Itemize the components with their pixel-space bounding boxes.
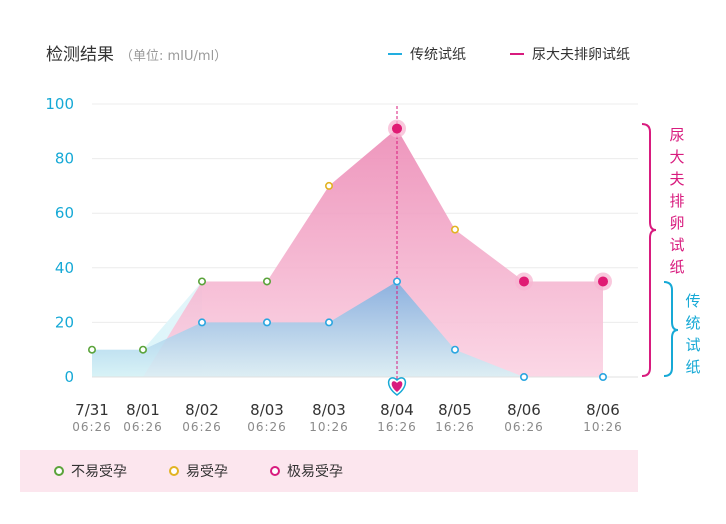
side-ovulation-text-char: 排	[669, 192, 685, 210]
side-ovulation-text-char: 卵	[669, 214, 685, 232]
fertility-dot-high	[270, 466, 280, 476]
side-traditional-text-char: 统	[685, 314, 701, 332]
side-traditional-text-char: 纸	[685, 358, 701, 376]
fertility-legend-low: 不易受孕	[54, 461, 127, 481]
x-tick-time: 06:26	[504, 420, 544, 434]
x-tick-date: 8/05	[438, 401, 472, 419]
side-ovulation-text-char: 尿	[669, 126, 685, 144]
legend-label-traditional: 传统试纸	[410, 47, 466, 63]
fertility-legend-medium: 易受孕	[169, 461, 228, 481]
legend-swatch-traditional	[388, 53, 402, 55]
side-traditional-text-char: 传	[685, 292, 701, 310]
data-point-ovulation	[324, 181, 333, 190]
x-tick-date: 8/02	[185, 401, 219, 419]
x-tick-date: 8/06	[586, 401, 620, 419]
x-tick-time: 06:26	[247, 420, 287, 434]
data-point-ovulation	[519, 276, 529, 287]
fertility-label-high: 极易受孕	[287, 464, 343, 480]
peak-marker	[387, 106, 407, 396]
bracket-traditional	[663, 281, 679, 377]
y-tick-label: 100	[45, 95, 74, 113]
legend-swatch-ovulation	[510, 53, 524, 55]
fertility-legend-high: 极易受孕	[270, 461, 343, 481]
data-point-traditional	[139, 345, 148, 354]
data-point-traditional	[198, 318, 207, 327]
x-tick-date: 8/04	[380, 401, 414, 419]
data-point-traditional	[88, 345, 97, 354]
side-label-ovulation-text: 尿大夫排卵试纸	[667, 124, 687, 278]
side-ovulation-text-char: 大	[669, 148, 685, 166]
x-tick-time: 06:26	[123, 420, 163, 434]
chart-unit-label: （单位: mIU/ml）	[120, 49, 228, 64]
side-traditional-text-char: 试	[685, 336, 701, 354]
data-point-traditional	[262, 318, 271, 327]
x-tick-date: 8/03	[312, 401, 346, 419]
fertility-dot-low	[54, 466, 64, 476]
x-tick-time: 16:26	[435, 420, 475, 434]
data-point-ovulation	[450, 225, 459, 234]
fertility-legend: 不易受孕 易受孕 极易受孕	[20, 450, 638, 492]
data-point-ovulation	[198, 277, 207, 286]
side-ovulation-text-char: 试	[669, 236, 685, 254]
x-tick-time: 10:26	[583, 420, 623, 434]
y-tick-label: 60	[55, 204, 74, 222]
x-tick-time: 06:26	[182, 420, 222, 434]
legend-label-ovulation: 尿大夫排卵试纸	[532, 47, 630, 63]
fertility-label-low: 不易受孕	[71, 464, 127, 480]
side-label-traditional-text: 传统试纸	[683, 290, 703, 378]
chart-points	[88, 119, 612, 381]
side-ovulation-text-char: 纸	[669, 258, 685, 276]
data-point-ovulation	[392, 123, 402, 134]
area-traditional	[92, 281, 603, 377]
x-tick-time: 06:26	[72, 420, 112, 434]
data-point-traditional	[598, 372, 607, 381]
bracket-ovulation	[641, 123, 657, 377]
x-tick-date: 8/03	[250, 401, 284, 419]
x-tick-date: 7/31	[75, 401, 109, 419]
side-label-ovulation: 尿大夫排卵试纸	[667, 124, 687, 278]
x-axis-labels: 7/3106:268/0106:268/0206:268/0306:268/03…	[72, 401, 623, 434]
y-tick-label: 40	[55, 259, 74, 277]
heart-icon	[391, 381, 403, 392]
x-tick-time: 16:26	[377, 420, 417, 434]
fertility-dot-medium	[169, 466, 179, 476]
fertility-label-medium: 易受孕	[186, 464, 228, 480]
y-axis-labels: 0 20 40 60 80 100	[45, 95, 74, 386]
y-tick-label: 0	[64, 368, 74, 386]
data-point-ovulation	[598, 276, 608, 287]
x-tick-date: 8/06	[507, 401, 541, 419]
chart-title-row: 检测结果 （单位: mIU/ml）	[46, 40, 227, 66]
x-tick-time: 10:26	[309, 420, 349, 434]
chart-areas	[92, 128, 638, 378]
side-brackets	[641, 123, 679, 377]
data-point-traditional	[519, 372, 528, 381]
legend-item-traditional: 传统试纸	[388, 44, 466, 64]
data-point-traditional	[392, 277, 401, 286]
y-tick-label: 80	[55, 150, 74, 168]
x-tick-date: 8/01	[126, 401, 160, 419]
y-tick-label: 20	[55, 313, 74, 331]
chart-title: 检测结果	[46, 45, 114, 65]
data-point-traditional	[450, 345, 459, 354]
data-point-traditional	[324, 318, 333, 327]
side-label-traditional: 传统试纸	[683, 290, 703, 378]
data-point-ovulation	[262, 277, 271, 286]
area-ovulation	[143, 128, 603, 377]
legend-item-ovulation: 尿大夫排卵试纸	[510, 44, 630, 64]
side-ovulation-text-char: 夫	[669, 170, 685, 188]
